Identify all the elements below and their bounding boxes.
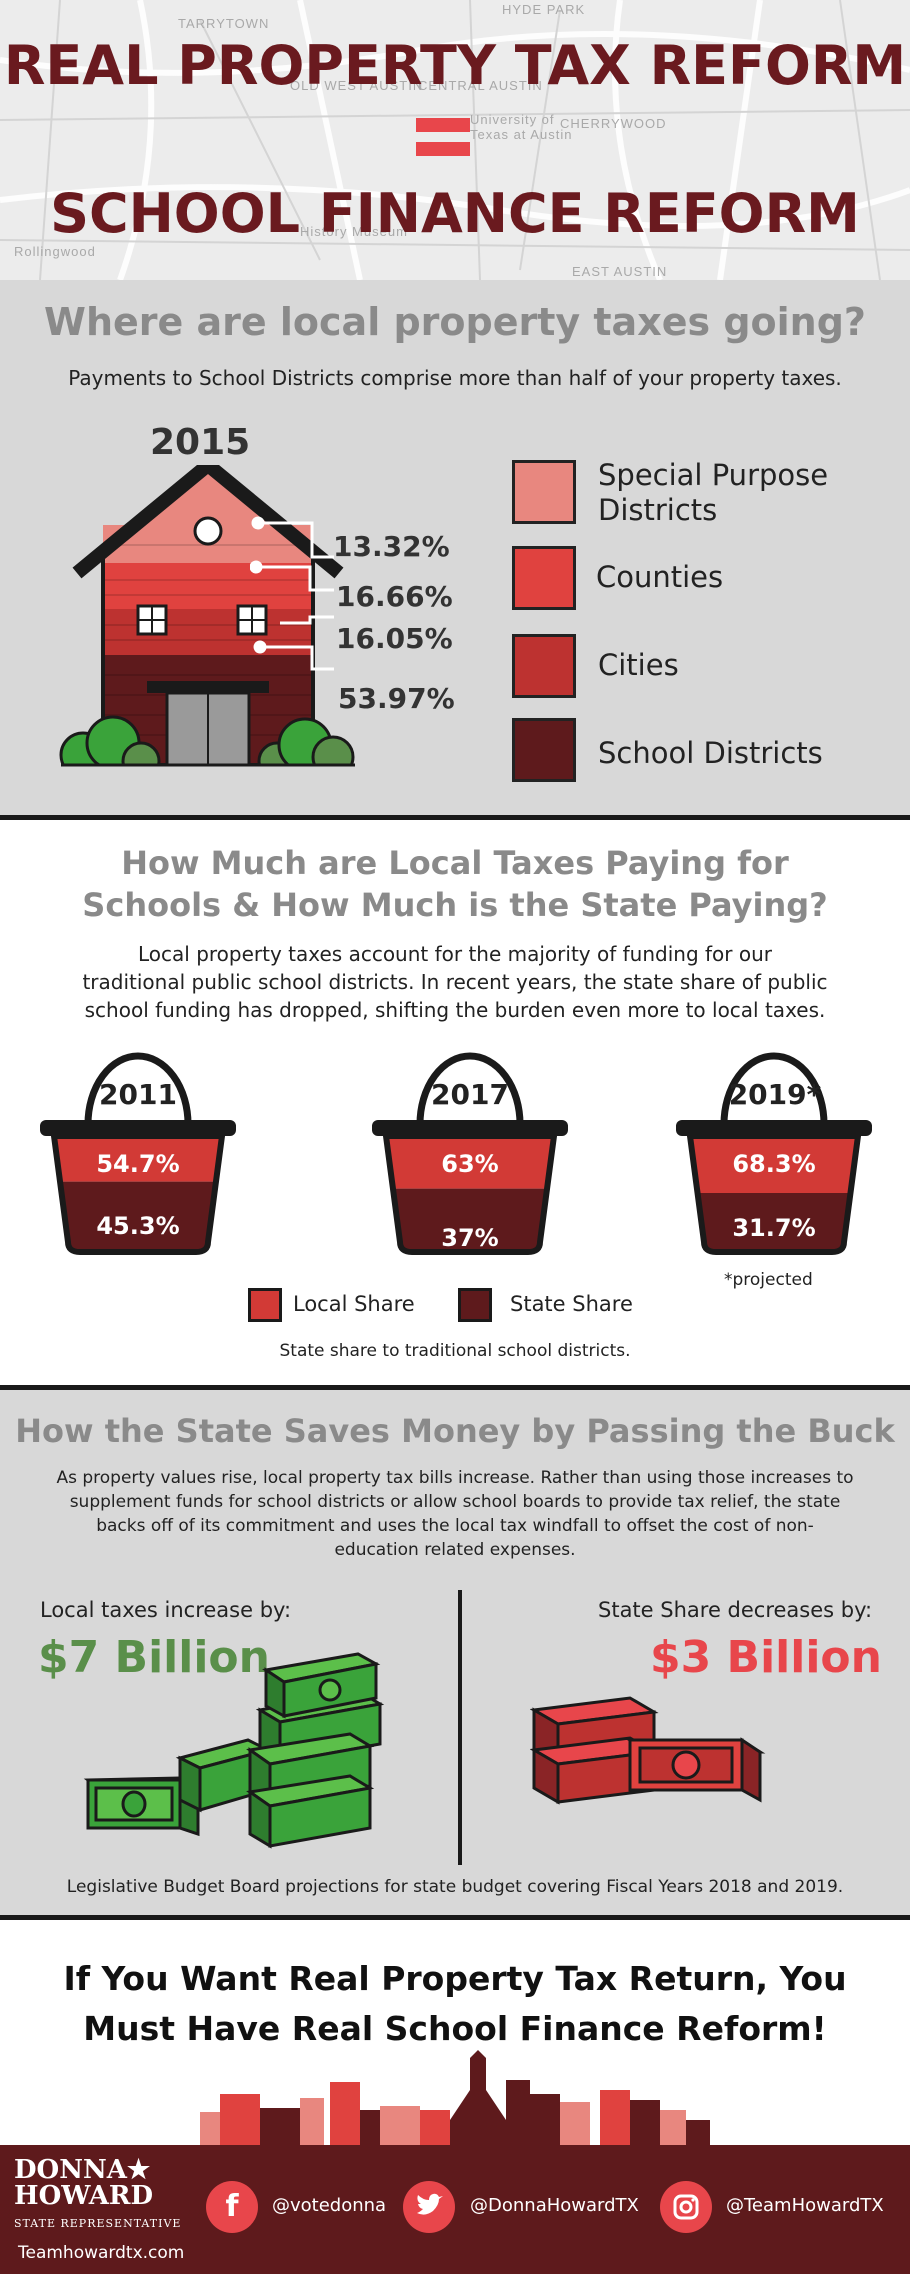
- map-label: HYDE PARK: [502, 2, 586, 17]
- section-divider: [0, 1385, 910, 1390]
- equals-bar-bottom: [416, 142, 470, 156]
- state-decrease-value: $3 Billion: [650, 1632, 882, 1683]
- bucket-local-fill: [386, 1136, 554, 1189]
- map-label: OLD WEST AUSTIN: [290, 78, 424, 93]
- bucket-local-value: 63%: [441, 1150, 499, 1178]
- bucket-year: 2019*: [728, 1078, 822, 1111]
- bucket-2011: [40, 1052, 236, 1255]
- equals-bar-top: [416, 118, 470, 132]
- state-savings-section: How the State Saves Money by Passing the…: [0, 1390, 910, 1915]
- percent-school-districts: 53.97%: [338, 682, 455, 715]
- school-funding-section: How Much are Local Taxes Paying for Scho…: [0, 820, 910, 1385]
- instagram-handle-link[interactable]: @TeamHowardTX: [726, 2195, 884, 2216]
- bucket-year: 2017: [431, 1078, 509, 1111]
- vertical-divider: [458, 1590, 462, 1865]
- state-decrease-label: State Share decreases by:: [598, 1598, 873, 1622]
- instagram-icon[interactable]: [660, 2181, 712, 2233]
- legend-label-school-districts: School Districts: [598, 736, 823, 770]
- logo-donna-howard: DONNA★ HOWARD: [14, 2155, 154, 2211]
- bucket-state-value: 37%: [441, 1224, 499, 1252]
- bucket-local-fill: [54, 1136, 222, 1182]
- bucket-local-value: 54.7%: [96, 1150, 180, 1178]
- legend-label-cities: Cities: [598, 648, 679, 682]
- local-increase-label: Local taxes increase by:: [40, 1598, 292, 1622]
- twitter-handle-link[interactable]: @DonnaHowardTX: [470, 2195, 639, 2216]
- section-subheading: Payments to School Districts comprise mo…: [68, 366, 842, 390]
- section-body: As property values rise, local property …: [56, 1468, 854, 1560]
- bucket-year: 2011: [99, 1078, 177, 1111]
- facebook-icon[interactable]: f: [206, 2181, 258, 2233]
- projected-note: *projected: [724, 1270, 813, 1290]
- bucket-2017: [372, 1052, 568, 1255]
- bucket-local-value: 68.3%: [732, 1150, 816, 1178]
- legend-swatch-cities: [512, 634, 576, 698]
- map-label: History Museum: [300, 224, 408, 239]
- section-heading: How the State Saves Money by Passing the…: [15, 1412, 895, 1450]
- money-stack-red-icon: [530, 1696, 766, 1805]
- legend-label-special-purpose: Special Purpose Districts: [598, 458, 829, 527]
- year-label: 2015: [150, 422, 251, 463]
- map-label: CENTRAL AUSTIN: [418, 78, 543, 93]
- call-to-action-section: If You Want Real Property Tax Return, Yo…: [0, 1920, 910, 2145]
- local-increase-value: $7 Billion: [38, 1632, 270, 1683]
- legend-label-counties: Counties: [596, 560, 724, 594]
- section-heading: How Much are Local Taxes Paying for Scho…: [82, 844, 828, 924]
- map-label: TARRYTOWN: [178, 16, 270, 31]
- bucket-state-fill: [392, 1188, 548, 1252]
- leader-lines: [250, 516, 334, 671]
- map-label: Rollingwood: [14, 244, 96, 259]
- money-stack-green-icon: [83, 1652, 385, 1849]
- footer: DONNA★ HOWARD STATE REPRESENTATIVE Teamh…: [0, 2145, 910, 2274]
- austin-map-background: [0, 0, 910, 280]
- map-label: University of Texas at Austin: [470, 112, 573, 142]
- legend-swatch-special-purpose: [512, 460, 576, 524]
- section-divider: [0, 1915, 910, 1920]
- section-footnote: Legislative Budget Board projections for…: [66, 1877, 844, 1897]
- twitter-icon[interactable]: [403, 2181, 455, 2233]
- map-label: CHERRYWOOD: [560, 116, 667, 131]
- bucket-state-fill: [696, 1193, 852, 1252]
- facebook-handle-link[interactable]: @votedonna: [272, 2195, 387, 2216]
- section-divider: [0, 815, 910, 820]
- call-to-action-text: If You Want Real Property Tax Return, Yo…: [63, 1959, 847, 2048]
- percent-cities: 16.05%: [336, 622, 453, 655]
- bucket-local-fill: [690, 1136, 858, 1194]
- logo-subtitle: STATE REPRESENTATIVE: [14, 2217, 182, 2230]
- map-label: EAST AUSTIN: [572, 264, 668, 279]
- legend-swatch-school-districts: [512, 718, 576, 782]
- legend-swatch-local-share: [248, 1288, 282, 1322]
- section-body: Local property taxes account for the maj…: [82, 942, 828, 1022]
- legend-label-local-share: Local Share: [293, 1292, 415, 1316]
- bucket-state-value: 45.3%: [96, 1212, 180, 1240]
- austin-skyline-icon: [200, 2050, 710, 2145]
- section-heading: Where are local property taxes going?: [44, 300, 866, 344]
- legend-swatch-state-share: [458, 1288, 492, 1322]
- bucket-state-fill: [59, 1181, 217, 1252]
- section-footnote: State share to traditional school distri…: [279, 1341, 631, 1361]
- property-tax-distribution-section: Where are local property taxes going? Pa…: [0, 280, 910, 815]
- website-link[interactable]: Teamhowardtx.com: [18, 2243, 185, 2263]
- percent-special-purpose: 13.32%: [333, 530, 450, 563]
- legend-swatch-counties: [512, 546, 576, 610]
- page-title-line1: REAL PROPERTY TAX REFORM: [3, 34, 907, 97]
- bucket-state-value: 31.7%: [732, 1214, 816, 1242]
- legend-label-state-share: State Share: [510, 1292, 633, 1316]
- star-icon: ★: [126, 2155, 151, 2185]
- percent-counties: 16.66%: [336, 580, 453, 613]
- page-title-line2: SCHOOL FINANCE REFORM: [50, 182, 860, 245]
- bucket-2019: [676, 1052, 872, 1255]
- header-banner: TARRYTOWN HYDE PARK OLD WEST AUSTIN CENT…: [0, 0, 910, 280]
